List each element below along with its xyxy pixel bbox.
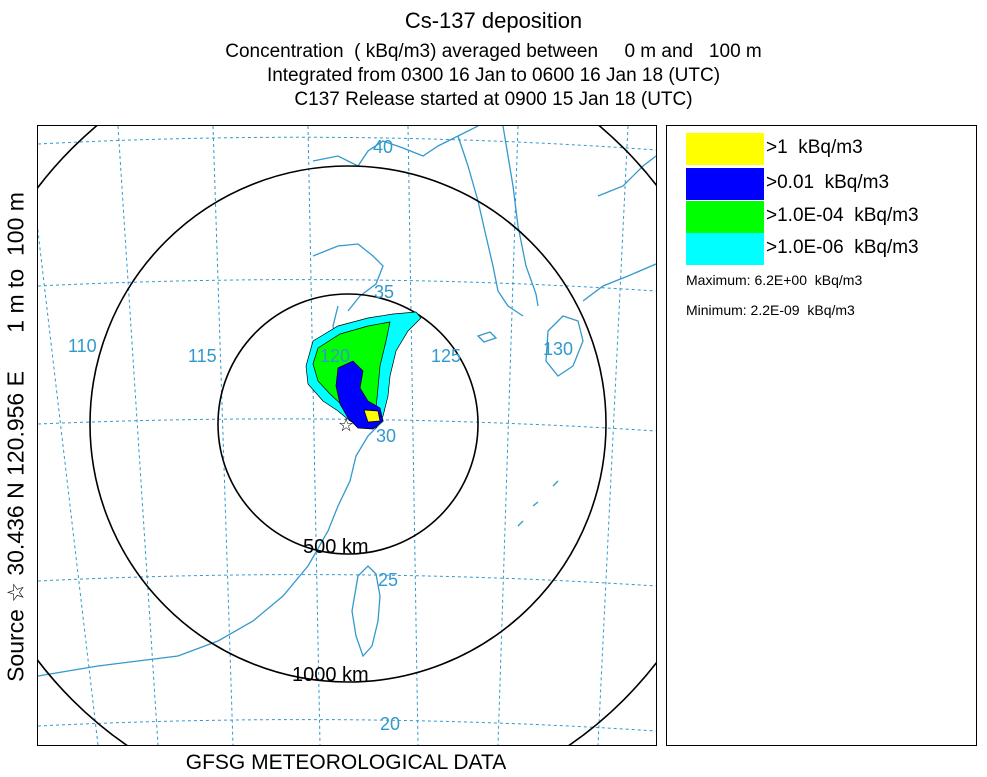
legend-label-level-1: >1 kBq/m3 xyxy=(766,137,863,158)
maximum-value: Maximum: 6.2E+00 kBq/m3 xyxy=(686,272,863,288)
coast-shandong xyxy=(312,243,384,312)
dispersion-map: 110 115 120 125 130 40 35 30 25 20 500 k… xyxy=(37,125,657,746)
ring-labels: 500 km 1000 km xyxy=(292,536,369,686)
meridian-105 xyxy=(38,227,99,745)
range-rings xyxy=(38,126,656,745)
legend-label-level-3: >1.0E-04 kBq/m3 xyxy=(766,205,919,226)
source-marker-icon: ☆ xyxy=(338,415,354,436)
meridian-130 xyxy=(497,126,519,745)
legend-item-level-1: >1 kBq/m3 xyxy=(686,133,976,165)
range-ring-1000km xyxy=(89,165,607,683)
parallel-20 xyxy=(38,719,656,732)
coast-north xyxy=(312,126,479,167)
lat-label-25: 25 xyxy=(378,570,398,590)
coast-japan-sea xyxy=(597,155,656,197)
concentration-subtitle: Concentration ( kBq/m3) averaged between… xyxy=(225,41,762,62)
coast-ryukyu xyxy=(517,480,559,527)
plume-level-1 xyxy=(363,409,381,423)
legend-label-level-2: >0.01 kBq/m3 xyxy=(766,172,890,193)
legend-label-level-4: >1.0E-06 kBq/m3 xyxy=(766,237,919,258)
meridian-115 xyxy=(212,126,234,745)
legend-panel: >1 kBq/m3 >0.01 kBq/m3 >1.0E-04 kBq/m3 >… xyxy=(666,125,977,746)
source-location-text: Source ☆ 30.436 N 120.956 E 1 m to 100 m xyxy=(2,192,29,682)
meteorological-data-caption: GFSG METEOROLOGICAL DATA xyxy=(185,751,507,774)
longitude-gridlines xyxy=(38,126,629,745)
legend-swatch-level-3 xyxy=(686,201,764,233)
parallel-30 xyxy=(38,418,656,432)
grid-labels: 110 115 120 125 130 40 35 30 25 20 xyxy=(68,137,573,734)
coast-kyushu xyxy=(545,315,584,377)
ring-label-500km: 500 km xyxy=(303,536,369,558)
range-ring-500km xyxy=(217,293,479,555)
legend-swatch-level-4 xyxy=(686,233,764,265)
parallel-40 xyxy=(38,136,656,151)
integration-period-subtitle: Integrated from 0300 16 Jan to 0600 16 J… xyxy=(266,65,721,86)
plume xyxy=(305,311,422,430)
map-title: Cs-137 deposition xyxy=(404,8,583,33)
lat-label-30: 30 xyxy=(376,426,396,446)
legend-item-level-4: >1.0E-06 kBq/m3 xyxy=(686,233,976,265)
lon-label-110: 110 xyxy=(68,336,97,356)
minimum-value: Minimum: 2.2E-09 kBq/m3 xyxy=(686,302,855,318)
lat-label-35: 35 xyxy=(374,282,394,302)
lon-label-130: 130 xyxy=(543,339,573,359)
coast-jeju xyxy=(476,331,498,343)
legend-item-level-3: >1.0E-04 kBq/m3 xyxy=(686,201,976,233)
latitude-gridlines xyxy=(38,136,656,732)
coast-korea-west xyxy=(457,135,524,317)
lat-label-40: 40 xyxy=(373,137,393,157)
coast-honshu xyxy=(582,263,656,302)
coast-taiwan xyxy=(351,565,381,658)
lon-label-125: 125 xyxy=(431,346,461,366)
meridian-120 xyxy=(307,126,321,745)
legend-swatch-level-1 xyxy=(686,133,764,165)
meridian-110 xyxy=(117,126,159,745)
parallel-25 xyxy=(38,574,656,587)
legend-item-level-2: >0.01 kBq/m3 xyxy=(686,168,976,200)
parallel-35 xyxy=(38,279,656,292)
lat-label-20: 20 xyxy=(380,714,400,734)
coastlines xyxy=(38,126,656,677)
release-start-subtitle: C137 Release started at 0900 15 Jan 18 (… xyxy=(294,89,693,110)
meridian-125 xyxy=(407,126,419,745)
ring-label-1000km: 1000 km xyxy=(292,664,369,686)
lon-label-120: 120 xyxy=(320,346,350,366)
map-canvas: 110 115 120 125 130 40 35 30 25 20 500 k… xyxy=(38,126,656,745)
lon-label-115: 115 xyxy=(188,346,217,366)
meridian-135 xyxy=(597,126,629,745)
coast-korea-east xyxy=(502,126,539,307)
legend-swatch-level-2 xyxy=(686,168,764,200)
